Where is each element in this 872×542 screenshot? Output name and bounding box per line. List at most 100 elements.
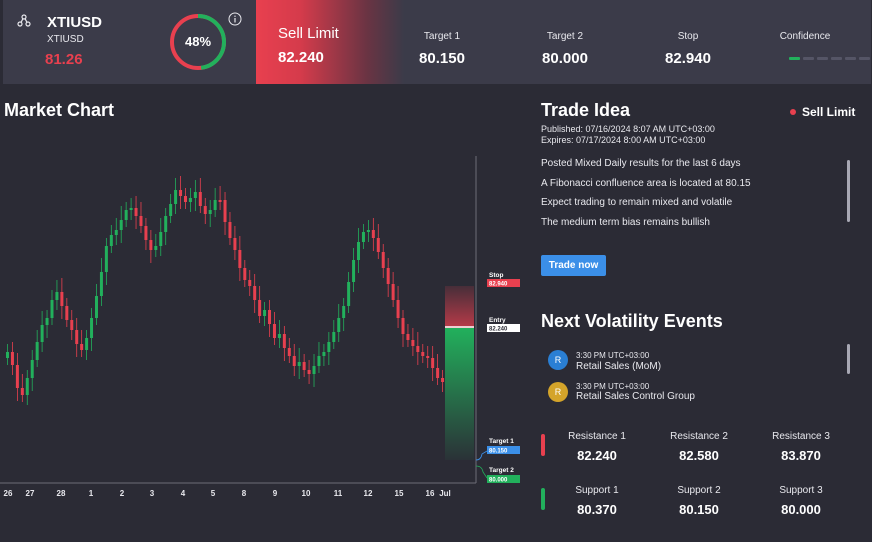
symbol-subtitle: XTIUSD — [47, 34, 84, 45]
candle-body — [357, 242, 361, 260]
candle-body — [193, 192, 197, 198]
symbol-price: 81.26 — [45, 51, 83, 68]
candle-body — [65, 306, 69, 320]
candles — [6, 176, 445, 405]
event-region-icon: R — [548, 350, 568, 370]
resistance-2: Resistance 2 82.580 — [649, 431, 749, 463]
candle-body — [144, 226, 148, 240]
support-marker — [541, 488, 545, 510]
candle-body — [90, 318, 94, 338]
stat-label: Target 2 — [546, 31, 584, 42]
idea-line: The medium term bias remains bullish — [541, 217, 710, 228]
level-label: Support 1 — [575, 485, 619, 496]
x-axis-label: 28 — [57, 489, 66, 498]
candle-body — [233, 238, 237, 250]
level-value: 80.150 — [489, 449, 508, 455]
x-axis-labels: 26 27 28 1 2 3 4 5 8 9 10 11 12 15 16 Jul — [4, 489, 451, 498]
candle-body — [20, 388, 24, 395]
confidence-segment — [789, 57, 800, 60]
level-value: 82.240 — [489, 327, 508, 333]
support-1: Support 1 80.370 — [547, 485, 647, 517]
x-axis-label: 9 — [273, 489, 278, 498]
candle-body — [45, 318, 49, 325]
candle-body — [297, 362, 301, 366]
x-axis-label: 26 — [4, 489, 13, 498]
x-axis-label: 10 — [302, 489, 311, 498]
candle-body — [50, 300, 54, 318]
stop-zone — [445, 286, 474, 328]
candle-body — [6, 352, 9, 358]
candle-body — [396, 300, 400, 318]
level-value: 80.370 — [577, 502, 617, 517]
candle-body — [228, 222, 232, 238]
market-chart-title: Market Chart — [4, 100, 115, 120]
x-axis-label: 1 — [89, 489, 94, 498]
candle-body — [307, 370, 311, 374]
candle-body — [203, 206, 207, 214]
x-axis-label: 4 — [181, 489, 186, 498]
candle-body — [25, 378, 29, 395]
support-2: Support 2 80.150 — [649, 485, 749, 517]
target-zone — [445, 328, 474, 460]
idea-line: A Fibonacci confluence area is located a… — [541, 178, 751, 189]
x-axis-label: 8 — [242, 489, 247, 498]
candle-body — [342, 306, 346, 318]
candle-body — [416, 346, 420, 352]
trade-now-button[interactable]: Trade now — [541, 255, 606, 276]
candle-body — [411, 340, 415, 346]
candle-body — [174, 190, 178, 204]
candle-body — [347, 282, 351, 306]
event-name[interactable]: Retail Sales Control Group — [576, 391, 695, 402]
candle-body — [119, 220, 123, 230]
candle-body — [381, 252, 385, 268]
badge-label: Sell Limit — [802, 105, 856, 119]
level-label: Resistance 3 — [772, 431, 830, 442]
volatility-scrollbar[interactable] — [847, 344, 850, 374]
level-name: Target 2 — [489, 467, 514, 474]
idea-line: Posted Mixed Daily results for the last … — [541, 158, 741, 169]
status-dot-icon — [790, 109, 796, 115]
candle-body — [35, 342, 39, 360]
x-axis-label: 27 — [26, 489, 35, 498]
candle-body — [10, 352, 14, 365]
candle-body — [282, 334, 286, 348]
support-3: Support 3 80.000 — [751, 485, 851, 517]
level-value: 80.150 — [679, 502, 719, 517]
candle-body — [124, 210, 128, 220]
resistance-marker — [541, 434, 545, 456]
event-name[interactable]: Retail Sales (MoM) — [576, 361, 662, 372]
x-axis-label: 11 — [334, 489, 343, 498]
level-name: Target 1 — [489, 438, 514, 445]
candle-body — [99, 272, 103, 296]
x-axis-label: 16 — [426, 489, 435, 498]
candle-body — [213, 200, 217, 210]
info-icon[interactable] — [228, 12, 242, 26]
level-name: Entry — [489, 317, 506, 324]
candle-body — [179, 190, 183, 196]
candle-body — [238, 250, 242, 268]
symbol-name: XTIUSD — [47, 14, 103, 31]
candle-body — [183, 196, 187, 202]
x-axis-label: 5 — [211, 489, 216, 498]
candle-body — [253, 286, 257, 300]
candlestick-chart[interactable]: 26 27 28 1 2 3 4 5 8 9 10 11 12 15 16 Jul Stop 82.940 E… — [0, 120, 530, 520]
candle-body — [391, 284, 395, 300]
x-axis-label: Jul — [439, 489, 451, 498]
event-time: 3:30 PM UTC+03:00 — [576, 351, 650, 360]
candle-body — [441, 378, 445, 382]
share-nodes-icon[interactable] — [17, 14, 31, 28]
confidence-label: Confidence — [779, 31, 831, 42]
candle-body — [421, 352, 425, 356]
candle-body — [114, 230, 118, 235]
header-bar: XTIUSD XTIUSD 81.26 48% Sell Limit 82.24… — [3, 0, 871, 84]
candle-body — [401, 318, 405, 334]
trade-idea-title: Trade Idea — [541, 100, 631, 120]
trade-idea-scrollbar[interactable] — [847, 160, 850, 222]
candle-body — [277, 334, 281, 338]
resistance-3: Resistance 3 83.870 — [751, 431, 851, 463]
level-value: 82.580 — [679, 448, 719, 463]
candle-body — [164, 216, 168, 232]
candle-body — [272, 324, 276, 338]
candle-body — [139, 216, 143, 226]
